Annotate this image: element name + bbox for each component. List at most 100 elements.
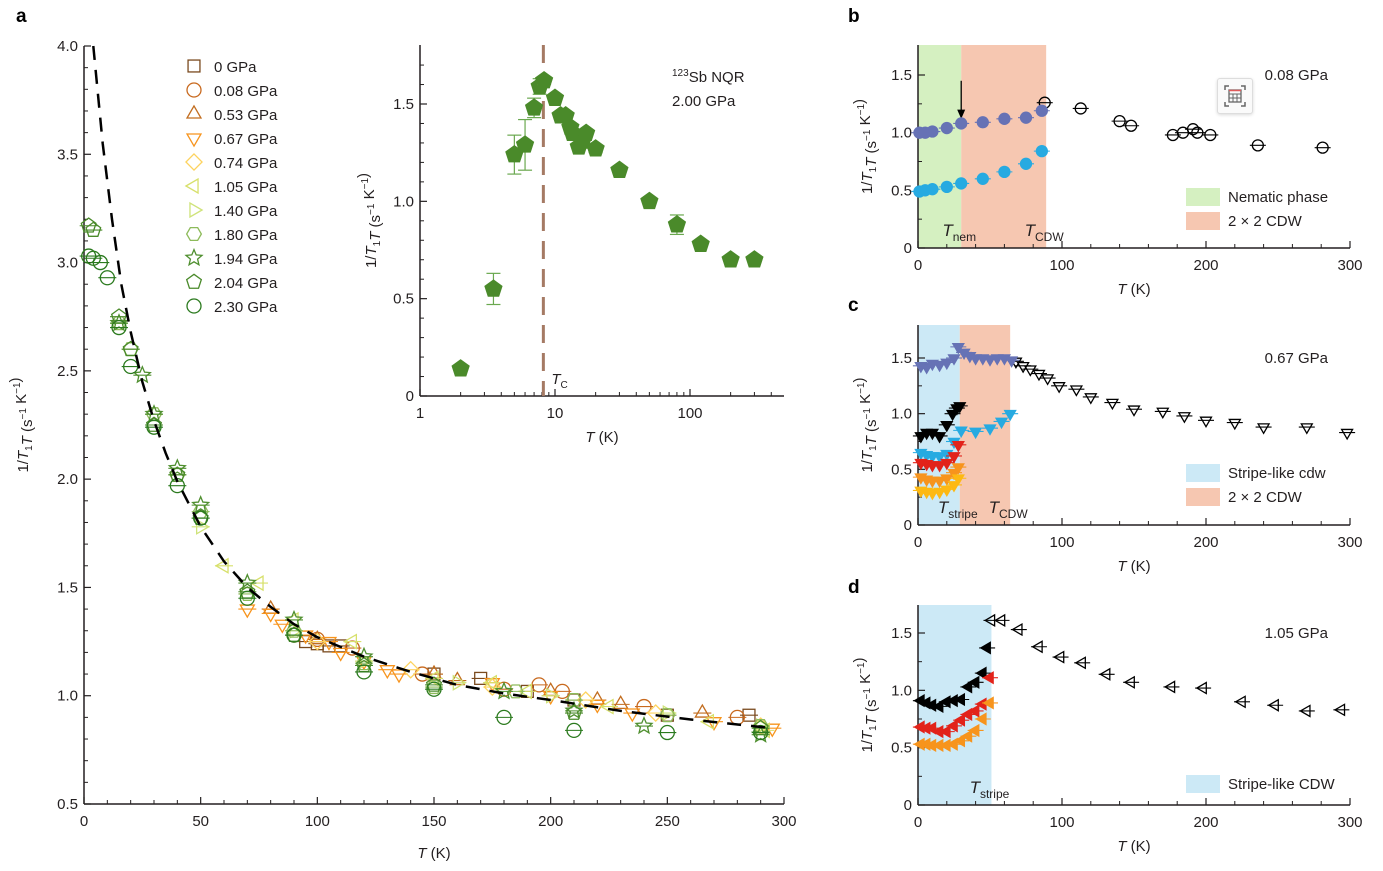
legend-marker bbox=[184, 177, 199, 195]
series-2-04-GPa bbox=[79, 217, 770, 736]
data-point bbox=[451, 359, 470, 377]
y-tick-label: 3.0 bbox=[57, 255, 78, 272]
data-point bbox=[721, 250, 740, 268]
x-tick-label: 100 bbox=[1049, 534, 1074, 551]
legend-label: 0.08 GPa bbox=[214, 83, 278, 100]
data-point bbox=[239, 604, 256, 619]
legend-marker bbox=[184, 247, 204, 267]
data-point bbox=[1256, 423, 1271, 435]
x-tick-label: 300 bbox=[1337, 534, 1362, 551]
legend-marker bbox=[185, 273, 203, 289]
data-point bbox=[1035, 144, 1048, 158]
data-point bbox=[1123, 675, 1135, 689]
y-tick-label: 0.5 bbox=[891, 740, 912, 757]
data-point bbox=[926, 183, 939, 196]
data-point bbox=[1040, 374, 1055, 386]
legend-label: 0.74 GPa bbox=[214, 155, 278, 172]
data-point bbox=[659, 724, 675, 741]
data-point bbox=[1195, 681, 1207, 695]
data-point bbox=[1011, 622, 1023, 637]
data-point bbox=[960, 680, 973, 694]
data-point bbox=[110, 308, 128, 324]
data-point bbox=[940, 121, 953, 135]
y-tick-label: 3.5 bbox=[57, 146, 78, 163]
y-tick-label: 1.5 bbox=[891, 350, 912, 367]
y-tick-label: 0.5 bbox=[57, 796, 78, 813]
data-point bbox=[924, 721, 937, 735]
x-tick-label: 150 bbox=[421, 813, 446, 830]
data-point bbox=[1084, 393, 1098, 405]
data-point bbox=[496, 709, 512, 726]
data-point bbox=[1234, 695, 1246, 709]
inset-annotation-nuclide: 123Sb NQR bbox=[672, 68, 745, 86]
series-orange bbox=[912, 463, 967, 489]
series-upper-branch bbox=[911, 104, 1050, 139]
x-tick-label: 200 bbox=[1193, 814, 1218, 831]
x-tick-label: 0 bbox=[914, 814, 922, 831]
series-red bbox=[912, 441, 967, 473]
data-point bbox=[983, 424, 997, 436]
y-tick-label: 4.0 bbox=[57, 38, 78, 55]
x-tick-label: 300 bbox=[771, 813, 796, 830]
data-point bbox=[401, 660, 420, 679]
data-point bbox=[545, 88, 565, 106]
data-point bbox=[1052, 650, 1065, 664]
data-point bbox=[308, 632, 327, 651]
data-point bbox=[482, 674, 498, 691]
y-tick-label: 1.0 bbox=[891, 682, 912, 699]
data-point bbox=[953, 734, 966, 748]
x-axis-label: T (K) bbox=[1117, 281, 1150, 298]
data-point bbox=[1019, 111, 1033, 124]
data-point bbox=[274, 619, 291, 634]
data-point bbox=[667, 215, 687, 233]
data-point bbox=[940, 474, 954, 486]
x-tick-label: 50 bbox=[192, 813, 209, 830]
y-tick-label: 0 bbox=[904, 797, 912, 814]
data-point bbox=[975, 712, 987, 726]
data-point bbox=[745, 250, 764, 268]
data-point bbox=[1267, 698, 1279, 712]
y-tick-label: 1.5 bbox=[57, 579, 78, 596]
y-tick-label: 0.5 bbox=[393, 291, 414, 308]
legend-swatch bbox=[1186, 775, 1220, 793]
data-point bbox=[955, 117, 968, 130]
series-black bbox=[912, 402, 968, 444]
series-high-T bbox=[1007, 357, 1356, 441]
pressure-label: 0.67 GPa bbox=[1265, 350, 1329, 367]
data-point bbox=[1204, 128, 1217, 142]
data-point bbox=[940, 458, 954, 471]
y-axis-label: 1/T1T (s−1 K−1) bbox=[851, 657, 880, 752]
data-point bbox=[342, 633, 358, 650]
data-point bbox=[515, 135, 535, 153]
x-tick-label: 200 bbox=[538, 813, 563, 830]
region-nematic-phase bbox=[918, 45, 962, 248]
data-point bbox=[947, 452, 961, 464]
data-point bbox=[249, 575, 264, 592]
data-point bbox=[932, 432, 947, 444]
data-point bbox=[1316, 141, 1329, 154]
series-yellow bbox=[912, 474, 967, 501]
data-point bbox=[1004, 356, 1019, 368]
data-point bbox=[145, 416, 163, 432]
series-orange bbox=[912, 696, 998, 752]
data-point bbox=[1299, 704, 1311, 718]
y-tick-label: 0.5 bbox=[891, 182, 912, 199]
legend-label: 2 × 2 CDW bbox=[1228, 213, 1303, 230]
panel-d-plot: 0 100 200 300 0 0.5 1.0 1.5 T (K) 1/T1T (s−1 K−1)… bbox=[851, 605, 1363, 855]
x-axis-label: T (K) bbox=[1117, 838, 1150, 855]
legend-label: 0.53 GPa bbox=[214, 107, 278, 124]
legend-label: 2 × 2 CDW bbox=[1228, 489, 1303, 506]
x-tick-label: 0 bbox=[914, 534, 922, 551]
panel-c-plot: 0 100 200 300 0 0.5 1.0 1.5 T (K) 1/T1T (s−1 K−1)… bbox=[851, 325, 1363, 575]
data-point bbox=[998, 112, 1011, 125]
table-extract-button[interactable] bbox=[1217, 78, 1253, 114]
series-purple bbox=[912, 343, 1020, 375]
data-point bbox=[932, 487, 947, 500]
data-point bbox=[425, 676, 443, 692]
x-tick-label: 0 bbox=[80, 813, 88, 830]
table-extract-icon bbox=[1224, 85, 1246, 107]
data-point bbox=[146, 419, 162, 435]
data-point bbox=[940, 485, 954, 497]
data-point bbox=[982, 696, 994, 710]
data-point bbox=[742, 708, 756, 722]
